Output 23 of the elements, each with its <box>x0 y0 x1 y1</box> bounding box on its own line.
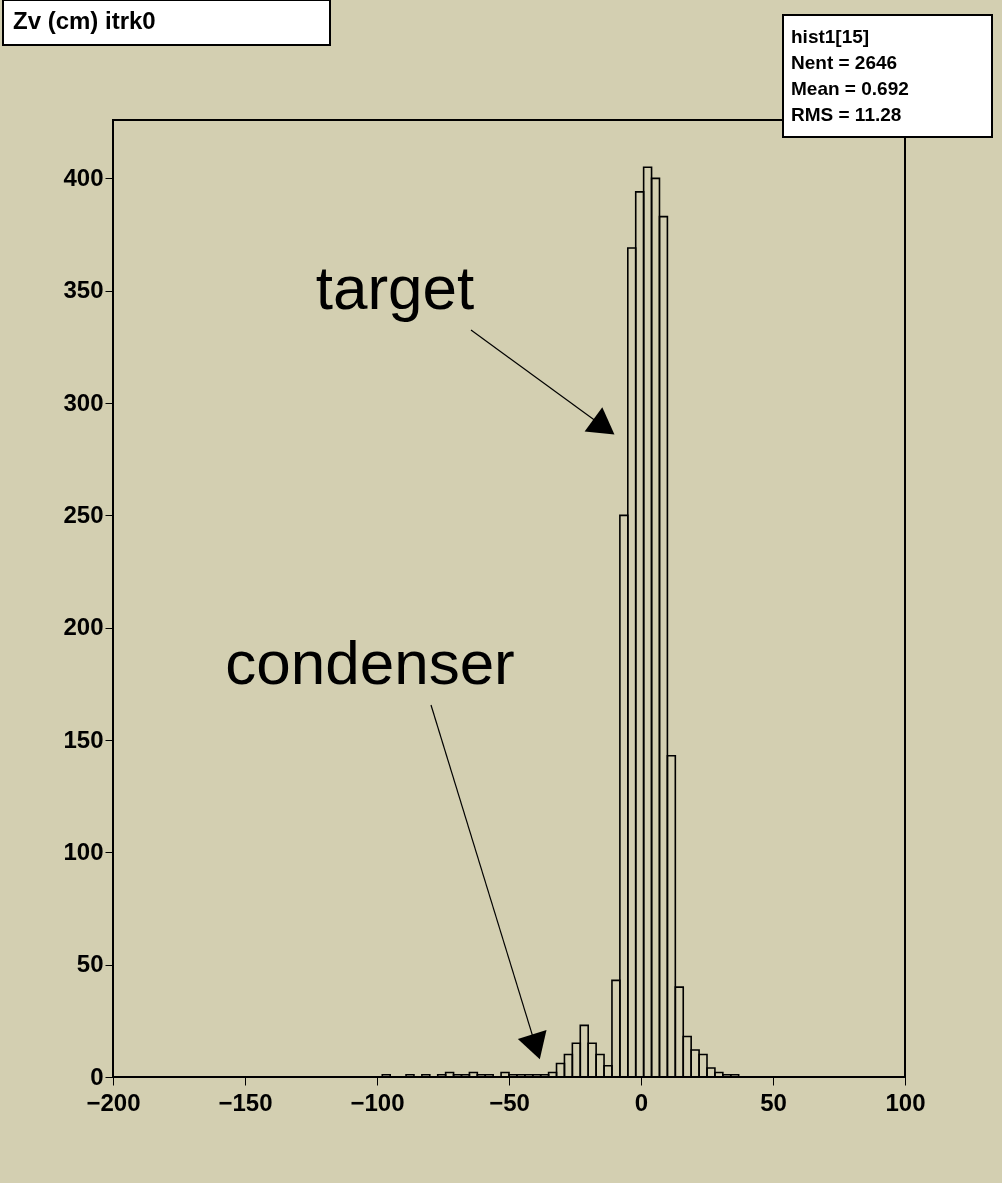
annotation: RMS = 11.28 <box>791 104 902 125</box>
y-tick-label: 300 <box>63 388 104 416</box>
chart-title: Zv (cm) itrk0 <box>13 7 156 34</box>
y-tick-label: 200 <box>63 613 104 641</box>
x-tick-label: −200 <box>86 1088 141 1116</box>
y-tick-label: 350 <box>63 276 104 304</box>
text: Mean = 0.692 <box>791 78 909 99</box>
y-tick-label: 50 <box>76 950 104 978</box>
y-tick-label: 400 <box>63 163 104 191</box>
x-tick-label: −100 <box>350 1088 405 1116</box>
x-tick-label: −150 <box>218 1088 273 1116</box>
x-tick-label: −50 <box>489 1088 530 1116</box>
x-tick-label: 100 <box>885 1088 926 1116</box>
y-tick-label: 100 <box>63 837 104 865</box>
y-tick-label: 150 <box>63 725 104 753</box>
text: Nent = 2646 <box>791 52 898 73</box>
x-tick-label: 0 <box>634 1088 649 1116</box>
text: hist1[15] <box>791 26 870 47</box>
y-tick-label: 250 <box>63 500 104 528</box>
annotation: condenser <box>225 628 515 697</box>
annotation: target <box>315 253 475 322</box>
y-tick-label: 0 <box>90 1062 104 1090</box>
x-tick-label: 50 <box>760 1088 787 1116</box>
